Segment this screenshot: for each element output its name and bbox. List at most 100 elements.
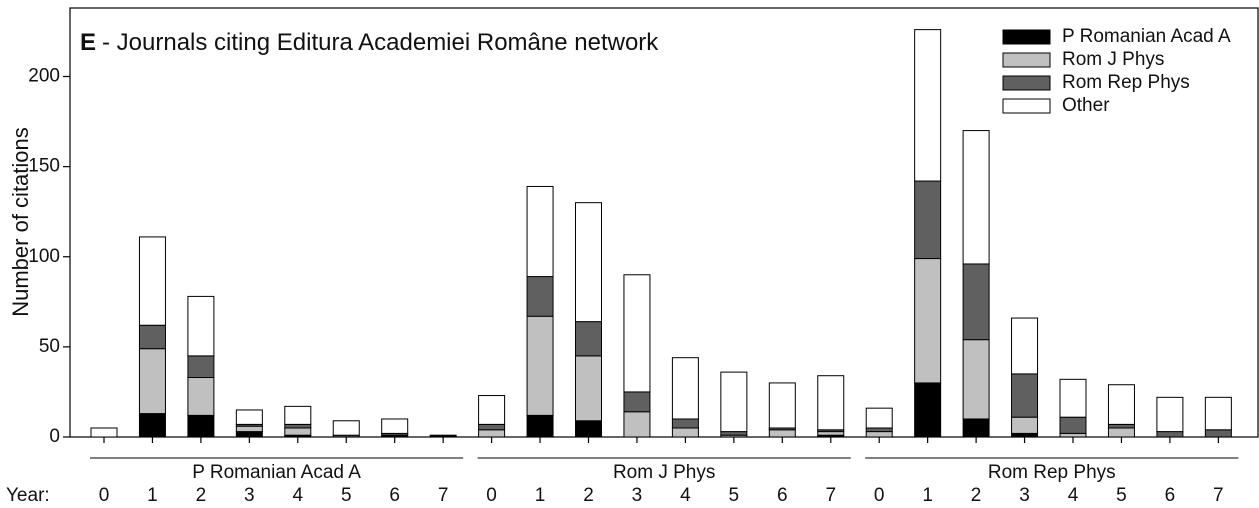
title-text: - Journals citing Editura Academiei Româ… [102, 29, 659, 56]
x-tick-label: 3 [632, 485, 643, 506]
bar-segment [187, 377, 215, 416]
legend-label: P Romanian Acad A [1062, 26, 1231, 47]
bar-segment [962, 263, 990, 341]
bar-segment [671, 357, 699, 420]
panel-label: E [80, 29, 96, 56]
bar-segment [1107, 423, 1135, 429]
bar-segment [575, 420, 602, 438]
bar-segment [138, 348, 166, 415]
bar-segment [1107, 384, 1135, 425]
bar-segment [284, 405, 312, 425]
bar-segment [235, 409, 263, 425]
legend-swatch [1002, 29, 1051, 45]
bar-segment [1011, 373, 1039, 418]
legend-label: Rom Rep Phys [1062, 72, 1190, 93]
x-tick-label: 4 [680, 485, 691, 506]
bar-segment [235, 425, 263, 433]
x-tick-label: 6 [777, 485, 788, 506]
bar-segment [284, 427, 312, 436]
plot-frame [69, 7, 1259, 438]
x-tick-label: 5 [1116, 485, 1127, 506]
group-label: Rom Rep Phys [988, 462, 1116, 483]
bar-segment [575, 202, 602, 323]
bar-segment [914, 258, 942, 384]
bar-segment [90, 427, 118, 438]
y-tick-label: 50 [39, 336, 60, 357]
bar-segment [720, 371, 748, 433]
bar-segment [1011, 416, 1039, 434]
y-tick-label: 100 [28, 246, 60, 267]
x-tick-label: 2 [971, 485, 982, 506]
bar-segment [1011, 432, 1039, 438]
chart-title: E- Journals citing Editura Academiei Rom… [80, 29, 659, 56]
bar-segment [914, 180, 942, 260]
bar-segment [381, 418, 409, 434]
bar-segment [623, 411, 651, 438]
bar-segment [138, 413, 166, 438]
x-tick-label: 1 [535, 485, 546, 506]
bar-segment [720, 431, 748, 436]
bar-segment [817, 431, 845, 436]
bar-segment [914, 29, 942, 182]
bar-segment [623, 274, 651, 393]
bar-segment [768, 382, 796, 429]
x-tick-label: 6 [1165, 485, 1176, 506]
x-tick-label: 4 [293, 485, 304, 506]
x-tick-label: 1 [147, 485, 158, 506]
x-tick-label: 2 [196, 485, 207, 506]
bar-segment [768, 429, 796, 438]
bar-segment [865, 407, 893, 429]
x-tick-label: 5 [729, 485, 740, 506]
bar-segment [1059, 432, 1087, 438]
bar-segment [526, 276, 554, 317]
y-tick-label: 150 [28, 156, 60, 177]
x-tick-label: 0 [874, 485, 885, 506]
bar-segment [429, 434, 457, 438]
y-axis-label: Number of citations [8, 127, 33, 317]
x-tick-label: 7 [438, 485, 449, 506]
bar-segment [526, 315, 554, 416]
bar-segment [962, 339, 990, 420]
bar-segment [1156, 396, 1184, 433]
bar-segment [1156, 431, 1184, 438]
x-tick-label: 6 [389, 485, 400, 506]
bar-segment [914, 382, 942, 438]
x-tick-label: 1 [922, 485, 933, 506]
x-tick-label: 7 [825, 485, 836, 506]
bar-segment [962, 418, 990, 438]
bar-segment [1204, 396, 1232, 431]
bar-segment [1011, 317, 1039, 375]
bar-segment [138, 324, 166, 350]
bar-segment [138, 236, 166, 326]
legend-swatch [1002, 98, 1051, 114]
bar-segment [284, 423, 312, 429]
bar-segment [817, 375, 845, 431]
bar-segment [1204, 429, 1232, 438]
bar-segment [1059, 378, 1087, 418]
x-tick-label: 3 [1019, 485, 1030, 506]
bar-segment [526, 185, 554, 278]
bar-segment [671, 427, 699, 438]
bar-segment [865, 431, 893, 438]
bar-segment [187, 355, 215, 379]
bar-segment [962, 130, 990, 265]
legend-label: Other [1062, 95, 1110, 116]
x-prefix: Year: [6, 485, 50, 506]
legend-label: Rom J Phys [1062, 49, 1164, 70]
bar-segment [187, 295, 215, 357]
legend-swatch [1002, 52, 1051, 68]
x-tick-label: 0 [486, 485, 497, 506]
x-tick-label: 5 [341, 485, 352, 506]
bar-segment [1059, 416, 1087, 434]
x-tick-label: 3 [244, 485, 255, 506]
bar-segment [187, 414, 215, 438]
bar-segment [478, 423, 506, 431]
x-tick-label: 2 [583, 485, 594, 506]
bar-segment [526, 414, 554, 438]
x-tick-label: 0 [99, 485, 110, 506]
bar-segment [235, 431, 263, 438]
bar-segment [671, 418, 699, 429]
x-tick-label: 7 [1213, 485, 1224, 506]
bar-segment [332, 420, 360, 436]
